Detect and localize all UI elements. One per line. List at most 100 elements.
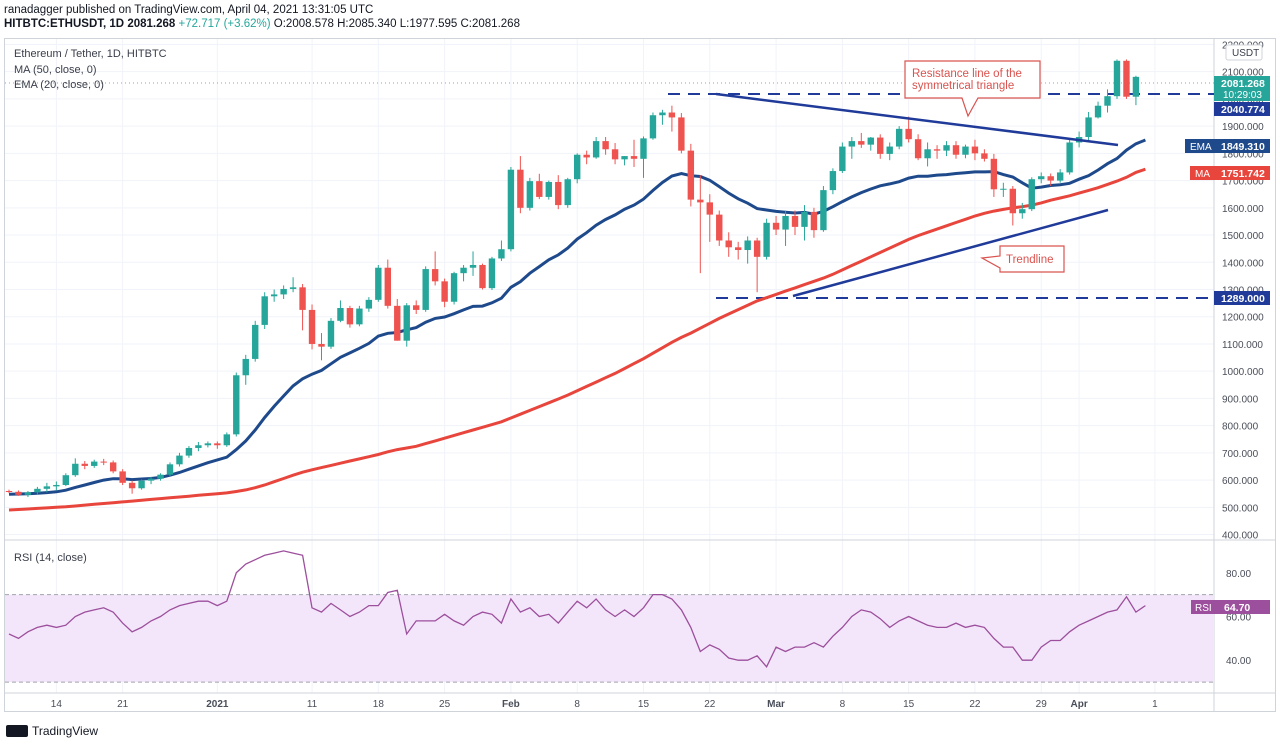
- candle-body[interactable]: [280, 288, 287, 295]
- candle-body[interactable]: [1038, 176, 1045, 180]
- candle-body[interactable]: [346, 308, 354, 325]
- candle-body[interactable]: [621, 156, 628, 160]
- candle-body[interactable]: [1113, 60, 1121, 97]
- candle-body[interactable]: [895, 128, 903, 147]
- candle-body[interactable]: [564, 179, 571, 206]
- candle-body[interactable]: [801, 211, 808, 227]
- candle-body[interactable]: [337, 308, 344, 321]
- candle-body[interactable]: [1094, 105, 1102, 118]
- candle-body[interactable]: [990, 158, 998, 190]
- candle-body[interactable]: [469, 264, 477, 268]
- candle-body[interactable]: [536, 181, 543, 197]
- candle-body[interactable]: [886, 146, 893, 154]
- candle-body[interactable]: [772, 222, 780, 230]
- candle-body[interactable]: [72, 463, 79, 476]
- candle-body[interactable]: [555, 181, 562, 206]
- candle-body[interactable]: [914, 139, 922, 159]
- ema-20-line[interactable]: [8, 138, 1146, 496]
- candle-body[interactable]: [147, 478, 155, 481]
- trendline-callout-box[interactable]: [980, 245, 1065, 273]
- candle-body[interactable]: [858, 141, 865, 145]
- candle-body[interactable]: [15, 491, 22, 495]
- candle-body[interactable]: [1132, 76, 1140, 97]
- candle-body[interactable]: [384, 267, 391, 306]
- candle-body[interactable]: [753, 240, 761, 257]
- candle-body[interactable]: [318, 343, 325, 347]
- candle-body[interactable]: [394, 305, 401, 341]
- candle-body[interactable]: [460, 267, 467, 274]
- candle-body[interactable]: [829, 171, 837, 191]
- candle-body[interactable]: [24, 492, 32, 495]
- candle-body[interactable]: [261, 296, 268, 325]
- candle-body[interactable]: [649, 115, 657, 139]
- candle-body[interactable]: [109, 462, 117, 472]
- candle-body[interactable]: [526, 181, 534, 208]
- candle-body[interactable]: [91, 461, 98, 466]
- candle-body[interactable]: [1123, 60, 1130, 97]
- candle-body[interactable]: [5, 490, 13, 492]
- candle-body[interactable]: [952, 145, 960, 155]
- candle-body[interactable]: [479, 264, 486, 289]
- candle-body[interactable]: [687, 150, 695, 200]
- candle-body[interactable]: [706, 202, 713, 215]
- candle-body[interactable]: [810, 211, 818, 231]
- candle-body[interactable]: [422, 269, 429, 310]
- currency-badge[interactable]: [1225, 44, 1263, 61]
- candle-body[interactable]: [905, 128, 912, 140]
- candle-body[interactable]: [583, 154, 590, 158]
- symmetrical-triangle-trendline[interactable]: [792, 208, 1109, 298]
- candle-body[interactable]: [81, 463, 88, 466]
- candle-body[interactable]: [356, 308, 363, 325]
- candle-body[interactable]: [725, 240, 732, 248]
- candle-body[interactable]: [43, 486, 51, 489]
- ema-legend[interactable]: EMA (20, close, 0): [14, 79, 104, 91]
- candle-body[interactable]: [34, 488, 41, 493]
- candle-body[interactable]: [1085, 117, 1092, 138]
- candle-body[interactable]: [1066, 142, 1073, 173]
- candle-body[interactable]: [62, 475, 70, 485]
- candle-body[interactable]: [498, 249, 505, 259]
- candle-body[interactable]: [185, 447, 193, 456]
- candle-body[interactable]: [1056, 172, 1064, 181]
- candle-body[interactable]: [782, 215, 789, 230]
- candle-body[interactable]: [128, 482, 136, 489]
- candle-body[interactable]: [716, 214, 723, 241]
- candle-body[interactable]: [100, 461, 107, 463]
- candle-body[interactable]: [744, 240, 751, 251]
- candle-body[interactable]: [839, 146, 846, 172]
- candle-body[interactable]: [1047, 176, 1054, 181]
- candle-body[interactable]: [1104, 96, 1111, 106]
- candle-body[interactable]: [924, 149, 931, 159]
- candle-body[interactable]: [848, 141, 856, 147]
- candle-body[interactable]: [157, 474, 164, 479]
- candle-body[interactable]: [166, 464, 174, 475]
- candle-body[interactable]: [1019, 209, 1026, 214]
- candle-body[interactable]: [1028, 179, 1035, 210]
- candle-body[interactable]: [233, 375, 240, 435]
- candle-body[interactable]: [630, 156, 638, 159]
- candle-body[interactable]: [640, 138, 647, 159]
- candle-body[interactable]: [289, 287, 297, 289]
- candle-body[interactable]: [431, 269, 439, 282]
- candle-body[interactable]: [195, 445, 202, 448]
- candle-body[interactable]: [877, 137, 884, 154]
- candle-body[interactable]: [53, 484, 60, 487]
- candle-body[interactable]: [545, 181, 552, 197]
- candle-body[interactable]: [119, 471, 126, 483]
- chart-legend-title[interactable]: Ethereum / Tether, 1D, HITBTC: [14, 48, 167, 60]
- candle-body[interactable]: [981, 153, 988, 159]
- candle-body[interactable]: [252, 324, 259, 359]
- candle-body[interactable]: [204, 443, 212, 446]
- candle-body[interactable]: [971, 146, 979, 154]
- candle-body[interactable]: [441, 281, 448, 302]
- candle-body[interactable]: [592, 141, 600, 158]
- candle-body[interactable]: [450, 273, 458, 302]
- candle-body[interactable]: [659, 112, 666, 116]
- candle-body[interactable]: [138, 480, 145, 489]
- candle-body[interactable]: [734, 247, 742, 251]
- candle-body[interactable]: [933, 149, 941, 151]
- candle-body[interactable]: [1009, 188, 1017, 214]
- ma-50-line[interactable]: [8, 167, 1146, 512]
- candle-body[interactable]: [242, 358, 249, 376]
- symmetrical-triangle-resistance-line[interactable]: [715, 92, 1119, 147]
